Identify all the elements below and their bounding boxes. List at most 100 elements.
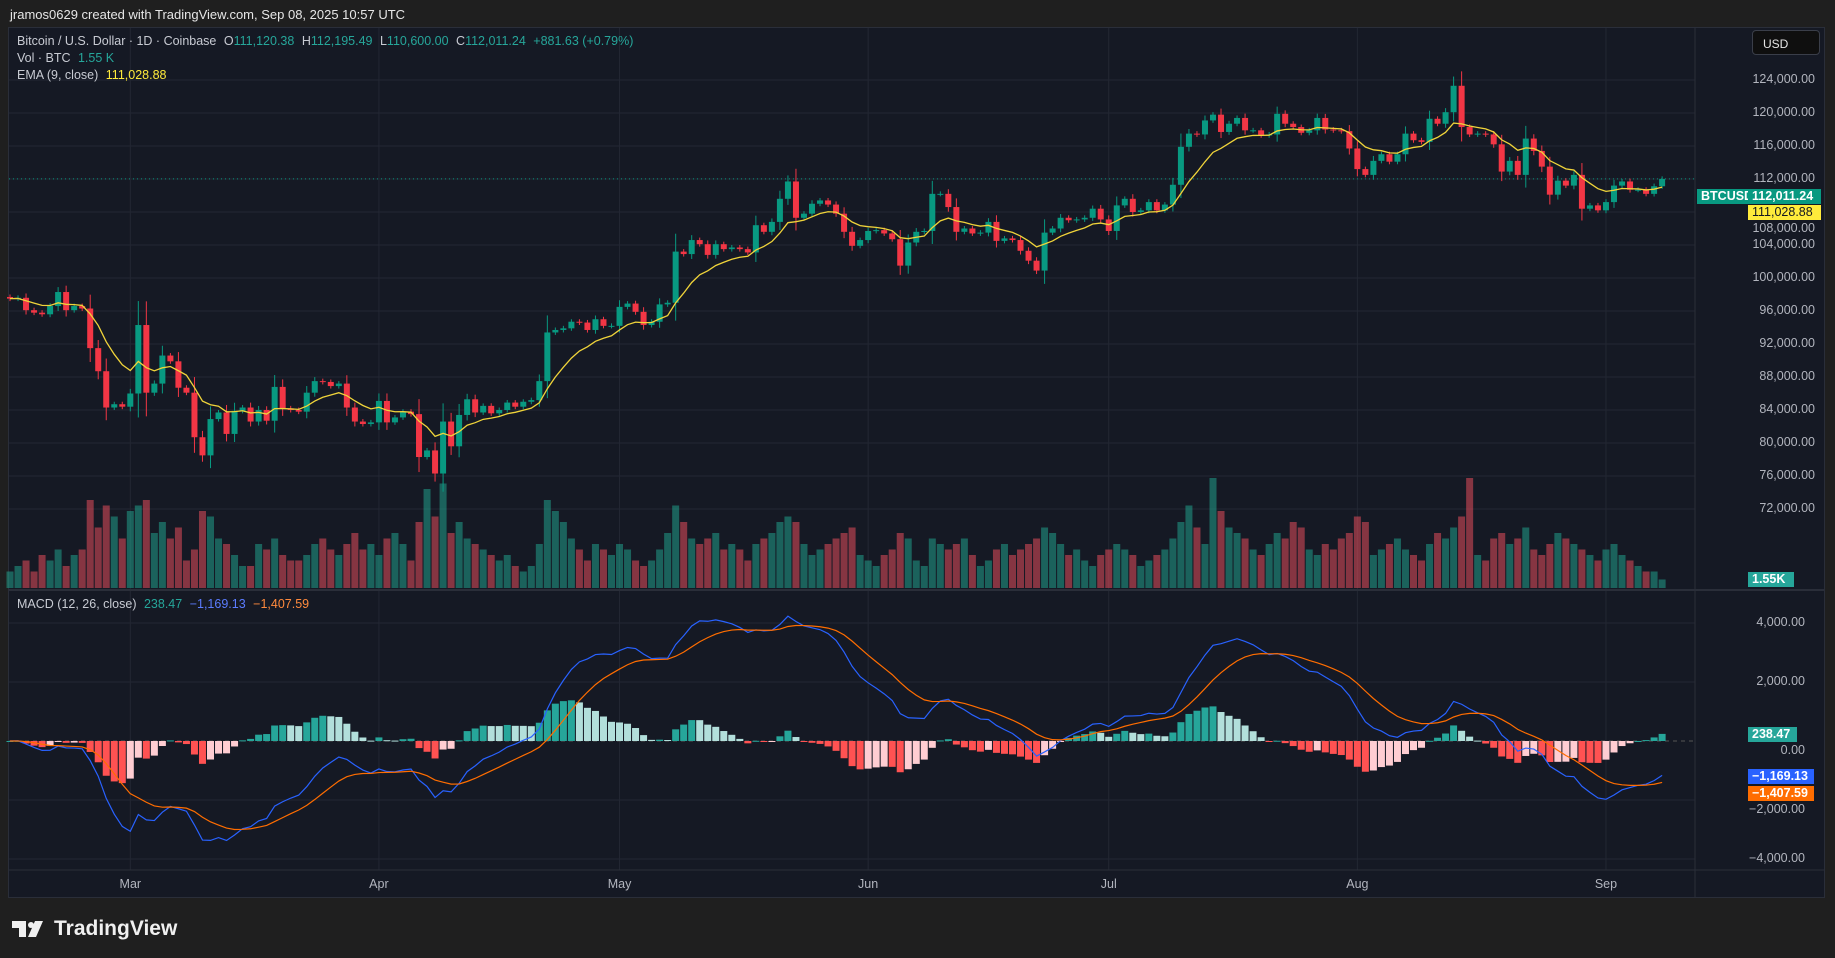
candle-body <box>712 244 719 255</box>
macd-histogram-bar <box>792 737 800 741</box>
volume-bar <box>784 516 792 588</box>
candle-body <box>640 311 647 326</box>
macd-histogram-bar <box>824 741 832 747</box>
volume-bar <box>944 549 952 588</box>
macd-tick-label: 0.00 <box>1780 743 1805 757</box>
tradingview-logo-icon <box>12 921 43 937</box>
volume-bar <box>1401 549 1409 588</box>
candle-body <box>1514 160 1521 175</box>
volume-bar <box>22 560 30 588</box>
candle-body <box>55 292 62 307</box>
macd-histogram-bar <box>1426 740 1434 742</box>
macd-histogram-bar <box>1626 741 1634 744</box>
macd-histogram-bar <box>166 740 174 742</box>
volume-bar <box>247 566 255 588</box>
volume-bar <box>511 566 519 588</box>
currency-button[interactable]: USD <box>1752 30 1820 55</box>
volume-bar <box>439 483 447 588</box>
candle-body <box>656 304 663 322</box>
macd-histogram-bar <box>664 740 672 742</box>
macd-histogram-bar <box>591 710 599 741</box>
volume-bar <box>624 549 632 588</box>
candle-body <box>776 198 783 222</box>
volume-bar <box>816 549 824 588</box>
macd-histogram-bar <box>503 724 511 741</box>
volume-tag: 1.55K <box>1748 572 1794 587</box>
volume-bar <box>1546 544 1554 588</box>
macd-histogram-bar <box>303 722 311 741</box>
candle-body <box>327 381 334 387</box>
volume-bar <box>640 566 648 588</box>
candle-body <box>183 387 190 393</box>
macd-histogram-bar <box>527 726 535 741</box>
macd-histogram-bar <box>1281 741 1289 744</box>
volume-bar <box>1610 544 1618 588</box>
candle-body <box>1322 117 1329 130</box>
price-tick-label: 96,000.00 <box>1759 303 1815 317</box>
tradingview-logo[interactable]: TradingView <box>12 917 177 941</box>
macd-histogram-bar <box>351 731 359 741</box>
volume-bar <box>648 560 656 588</box>
macd-histogram-bar <box>1530 741 1538 754</box>
candle-body <box>480 405 487 413</box>
volume-bar <box>54 549 62 588</box>
candle-body <box>295 410 302 412</box>
volume-bar <box>1177 522 1185 588</box>
candle-body <box>584 322 591 330</box>
macd-tick-label: −2,000.00 <box>1749 802 1805 816</box>
time-tick-label: Jul <box>1100 877 1117 891</box>
macd-histogram-bar <box>760 741 768 742</box>
candle-body <box>1554 180 1561 195</box>
macd-histogram-bar <box>1297 741 1305 750</box>
volume-bar <box>1626 560 1634 588</box>
volume-bar <box>295 560 303 588</box>
volume-bar <box>1265 544 1273 588</box>
macd-histogram-bar <box>118 741 126 784</box>
candle-body <box>255 410 262 422</box>
volume-bar <box>102 505 110 588</box>
volume-bar <box>359 549 367 588</box>
candle-body <box>223 412 230 434</box>
candle-body <box>1466 127 1473 135</box>
volume-bar <box>78 549 86 588</box>
candle-body <box>1153 202 1160 211</box>
macd-histogram-bar <box>1634 740 1642 742</box>
volume-bar <box>1578 549 1586 588</box>
macd-histogram-bar <box>928 741 936 748</box>
candle-body <box>544 332 551 382</box>
volume-bar <box>1458 516 1466 588</box>
candle-body <box>231 410 238 434</box>
candle-body <box>504 402 511 410</box>
candle-body <box>1570 174 1577 186</box>
macd-histogram-bar <box>1490 741 1498 748</box>
volume-bar <box>1145 560 1153 588</box>
candle-body <box>1057 217 1064 229</box>
candle-body <box>784 181 791 199</box>
macd-histogram-bar <box>54 741 62 742</box>
candle-body <box>39 312 46 315</box>
candle-body <box>143 325 150 393</box>
candle-body <box>1378 154 1385 161</box>
candle-body <box>728 247 735 250</box>
volume-bar <box>150 533 158 588</box>
volume-bar <box>86 500 94 588</box>
macd-histogram-bar <box>471 728 479 741</box>
price-tick-label: 100,000.00 <box>1752 270 1815 284</box>
macd-histogram-bar <box>616 722 624 741</box>
volume-bar <box>672 505 680 588</box>
macd-histogram-bar <box>1241 725 1249 741</box>
macd-histogram-bar <box>543 710 551 741</box>
candle-body <box>207 419 214 456</box>
volume-bar <box>1345 533 1353 588</box>
ema-value: 111,028.88 <box>105 68 167 82</box>
volume-bar <box>495 560 503 588</box>
candle-body <box>833 204 840 214</box>
macd-histogram-bar <box>1650 737 1658 741</box>
macd-histogram-bar <box>495 726 503 741</box>
volume-bar <box>1530 549 1538 588</box>
candle-body <box>592 319 599 330</box>
volume-label: Vol · BTC <box>17 51 71 65</box>
macd-histogram-bar <box>880 741 888 767</box>
volume-bar <box>952 544 960 588</box>
